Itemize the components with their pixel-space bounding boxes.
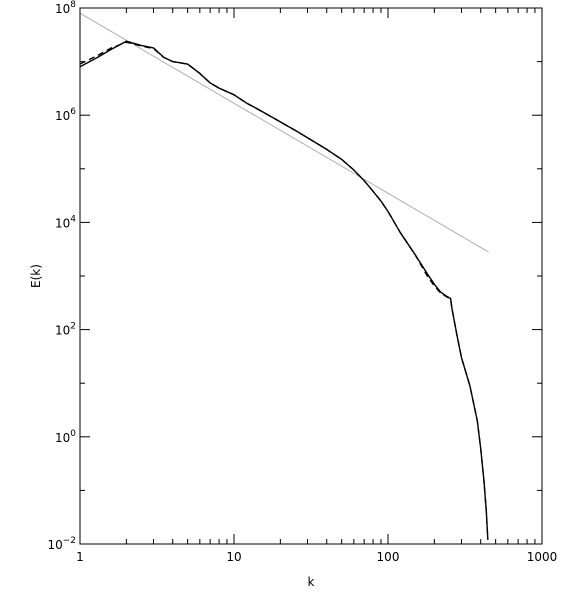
y-tick-label: 104: [55, 214, 76, 230]
series-layer: [79, 12, 489, 540]
y-tick-labels: 10−2 100 102 104 106 108: [47, 0, 76, 552]
y-tick-label: 10−2: [47, 536, 76, 552]
y-tick-label: 102: [55, 322, 76, 338]
y-tick-label: 108: [55, 0, 76, 16]
x-tick-label: 1: [76, 550, 84, 564]
ticks-layer: [79, 7, 543, 545]
series-line-0: [79, 40, 489, 540]
x-tick-label: 1000: [527, 550, 558, 564]
x-tick-label: 100: [377, 550, 400, 564]
x-tick-label: 10: [226, 550, 241, 564]
y-axis-label: E(k): [29, 264, 43, 288]
x-axis-label: k: [308, 575, 315, 589]
y-tick-label: 100: [55, 429, 76, 445]
x-tick-labels: 1 10 100 1000: [76, 550, 557, 564]
y-tick-label: 106: [55, 107, 76, 123]
series-line-2: [79, 12, 489, 253]
